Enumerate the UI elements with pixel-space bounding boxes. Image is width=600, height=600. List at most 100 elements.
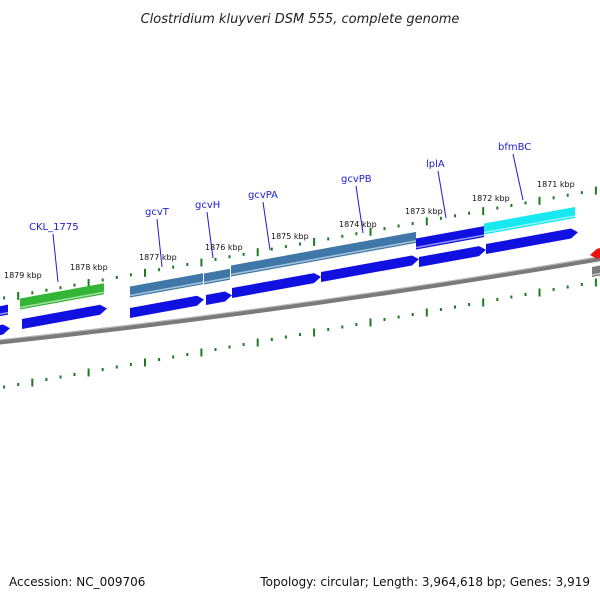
inner-minor-tick [383,318,386,321]
gene-leader-line [437,170,447,219]
inner-major-tick [425,308,428,317]
topology-text: Topology: circular; Length: 3,964,618 bp… [259,575,590,589]
outer-minor-tick [242,252,245,256]
gene-label: CKL_1775 [29,222,79,233]
inner-major-tick [313,328,316,337]
feature-track [0,206,600,336]
inner-minor-tick [355,323,358,326]
outer-major-tick [313,237,316,246]
outer-minor-tick [524,201,527,205]
position-label-track: 1879 kbp 1878 kbp 1877 kbp 1876 kbp 1875 kbp… [4,180,575,280]
outer-minor-tick [383,227,386,231]
gene-label: lplA [426,159,445,170]
inner-minor-tick [580,283,583,286]
gene-label-track: CKL_1775 gcvT gcvH gcvPA gcvPB lplA bfmBC [29,142,531,283]
outer-minor-tick [158,268,161,272]
position-tick-label: 1879 kbp [4,271,42,280]
outer-major-tick [369,227,372,236]
gene-bfmBC-feature-shine [483,215,576,234]
gene-leader-line [156,218,163,268]
edge-feature [0,304,8,317]
inner-major-tick [144,358,146,367]
gene-label: bfmBC [498,142,531,153]
inner-minor-tick [327,328,330,331]
accession-text: Accession: NC_009706 [9,575,145,589]
outer-minor-tick [129,273,132,277]
outer-tick-track [3,186,597,300]
inner-minor-tick [397,315,400,319]
outer-minor-tick [214,257,217,261]
inner-minor-tick [158,358,161,361]
gene-gcvT-feature-shine [129,281,204,297]
outer-major-tick [17,291,20,300]
inner-minor-tick [59,375,62,379]
grey-feature-shine [591,272,600,276]
inner-major-tick [538,288,541,297]
inner-minor-tick [454,305,456,309]
inner-minor-tick [186,353,189,356]
outer-minor-tick [101,278,104,282]
inner-major-tick [31,378,34,387]
outer-minor-tick [3,296,6,300]
outer-minor-tick [115,275,118,279]
inner-major-tick [594,278,597,287]
outer-minor-tick [299,242,301,246]
outer-minor-tick [439,216,442,220]
gene-leader-line [262,201,271,251]
outer-minor-tick [454,214,456,218]
outer-minor-tick [172,265,175,269]
inner-major-tick [200,348,203,357]
inner-minor-tick [172,355,175,359]
inner-tick-track [3,278,597,389]
gene-lplA-feature-shine [415,234,485,249]
inner-minor-tick [242,343,245,346]
gene-leader-line [206,211,214,259]
cds-arrow [206,291,232,305]
cds-arrow [232,273,321,298]
position-tick-label: 1877 kbp [139,253,177,262]
inner-minor-tick [45,378,48,381]
inner-major-tick [369,318,372,327]
inner-minor-tick [439,308,442,311]
outer-minor-tick [552,196,555,200]
gene-label: gcvT [145,207,170,218]
red-feature [590,248,600,259]
backbone-highlight [0,256,600,341]
outer-minor-tick [580,191,583,195]
outer-minor-tick [397,224,400,228]
inner-minor-tick [284,335,287,339]
outer-minor-tick [270,247,273,251]
inner-minor-tick [496,298,499,301]
inner-minor-tick [115,365,118,369]
outer-minor-tick [284,245,287,249]
cds-arrow [0,324,10,336]
outer-minor-tick [566,193,569,197]
gene-gcvH-feature-shine [203,277,231,284]
position-tick-label: 1876 kbp [205,243,243,252]
position-tick-label: 1878 kbp [70,263,108,272]
inner-minor-tick [101,368,104,371]
position-tick-label: 1874 kbp [339,220,377,229]
cds-arrow [22,304,107,329]
inner-minor-tick [270,338,273,341]
map-title: Clostridium kluyveri DSM 555, complete g… [141,12,460,27]
inner-major-tick [482,298,485,307]
outer-minor-tick [327,237,330,241]
cds-arrow [486,228,578,254]
inner-minor-tick [566,285,569,289]
outer-major-tick [538,196,541,205]
gene-leader-line [355,185,364,234]
outer-minor-tick [510,204,513,207]
inner-minor-tick [129,363,132,366]
outer-minor-tick [411,222,414,225]
inner-minor-tick [214,348,217,351]
position-tick-label: 1872 kbp [472,194,510,203]
outer-minor-tick [228,255,231,259]
outer-major-tick [482,207,485,216]
outer-major-tick [87,279,90,287]
gene-gcvPA-gcvPB-feature-shine [230,240,417,276]
genome-backbone [0,256,600,345]
inner-minor-tick [73,373,76,376]
inner-minor-tick [17,383,20,386]
